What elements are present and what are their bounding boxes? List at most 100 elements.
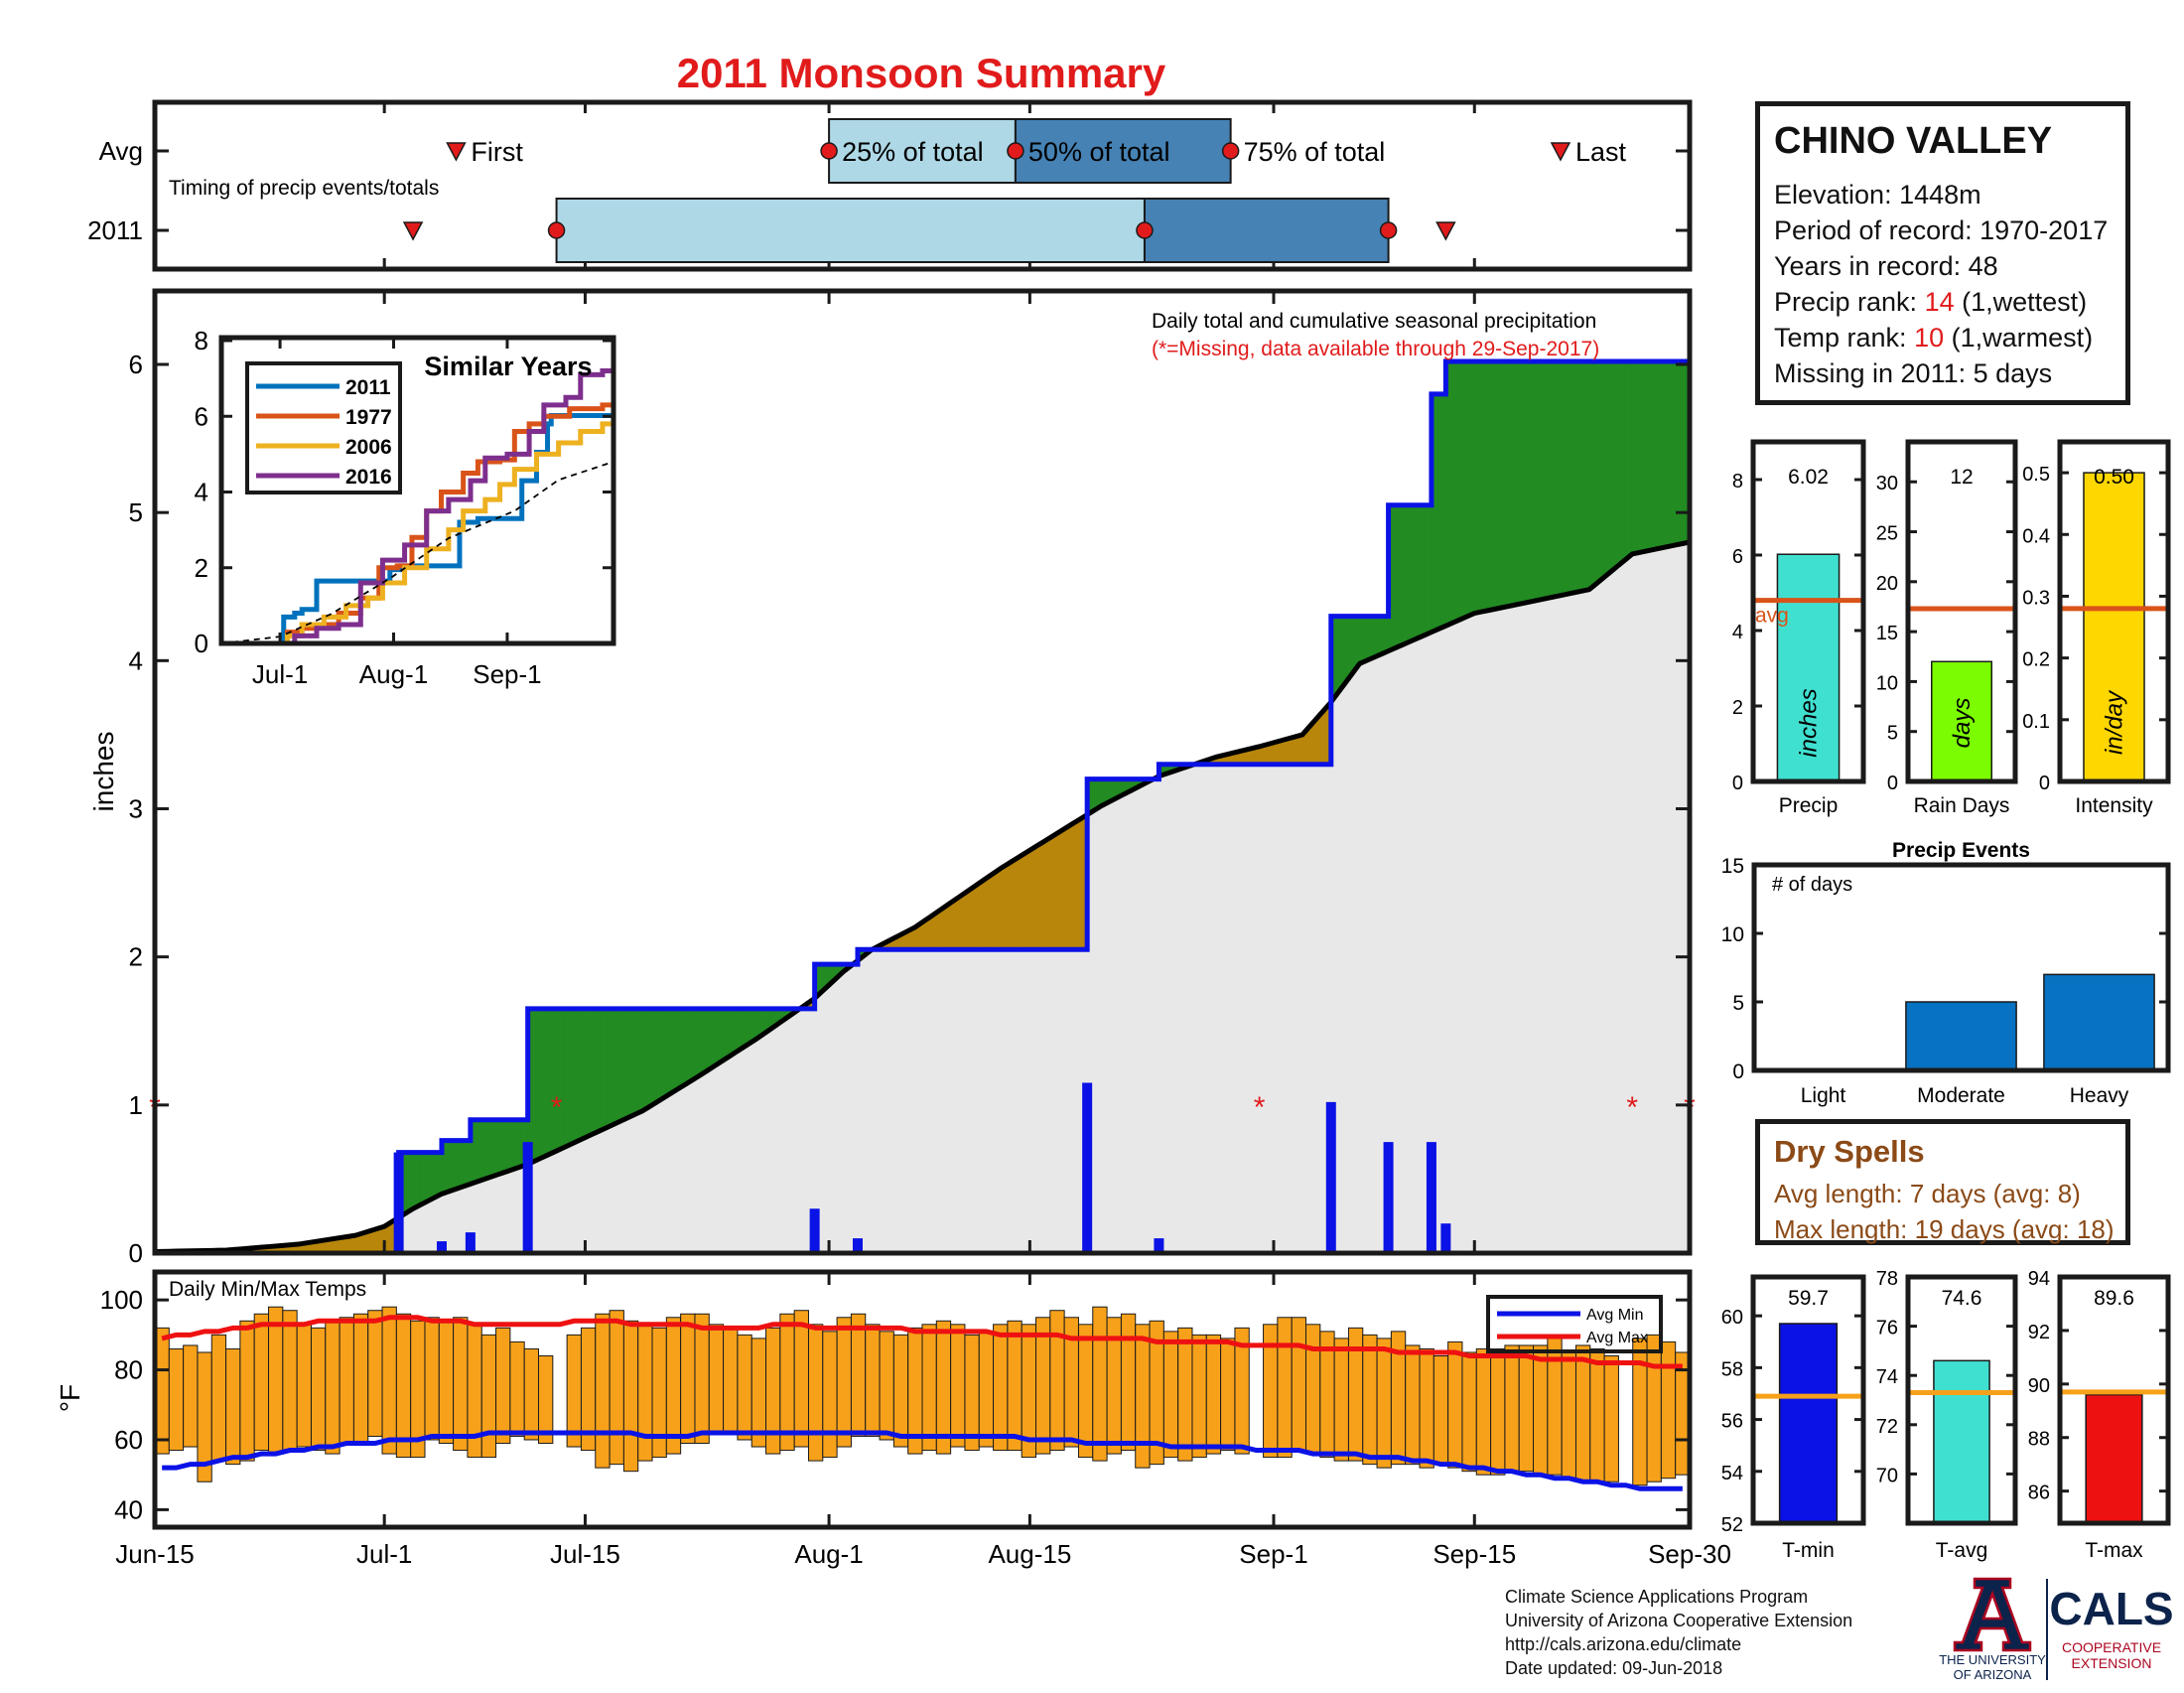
timing-row-label-avg: Avg	[99, 136, 143, 166]
timing-panel: Avg 2011 Timing of precip events/totals Fir…	[87, 99, 1693, 272]
tavg-ytick-label: 76	[1876, 1318, 1898, 1340]
daily-temp-bar	[495, 1327, 511, 1445]
xtick-label: Sep-30	[1648, 1539, 1731, 1569]
tmin-frame	[1750, 1274, 1866, 1526]
tmin-ytick-label: 56	[1721, 1411, 1743, 1433]
daily-temp-bar	[183, 1344, 199, 1448]
intensity-ytick-label: 0	[2039, 773, 2050, 794]
main-ytick-label: 5	[129, 497, 143, 527]
above-average-area	[1395, 504, 1404, 648]
temp-rank-note: (1,warmest)	[1944, 323, 2094, 353]
daily-temp-bar	[225, 1347, 241, 1466]
daily-temp-bar	[836, 1317, 852, 1448]
above-average-area	[599, 1008, 608, 1132]
average-cumulative-line	[155, 539, 1690, 1253]
daily-temp-bar	[523, 1347, 539, 1441]
above-average-area	[1366, 616, 1375, 661]
below-average-area	[993, 867, 1002, 950]
tmin-value-label: 59.7	[1788, 1287, 1829, 1310]
season-totals-panels: 0 2 4 6 8 6.02 Precip inches avg 0 5 10 15 20 25 30 12 Ra…	[1732, 439, 2171, 817]
above-average-area	[1639, 360, 1647, 553]
above-average-area	[491, 1119, 500, 1178]
above-average-area	[534, 1008, 543, 1162]
daily-temp-bar	[1574, 1344, 1591, 1482]
footer-line-url[interactable]: http://cals.arizona.edu/climate	[1505, 1634, 1742, 1654]
timing-avg-marker-p75	[1221, 142, 1240, 160]
ua-a-logo-icon	[1953, 1577, 2032, 1652]
daily-temp-bar	[253, 1313, 270, 1452]
daily-precip-bar	[1426, 1142, 1436, 1253]
inset-legend-label-2006: 2006	[345, 436, 392, 459]
tmax-label: T-max	[2085, 1539, 2143, 1562]
precip-ytick-label: 2	[1732, 697, 1743, 719]
intensity-unit-label: in/day	[2102, 689, 2128, 755]
below-average-area	[1050, 831, 1059, 950]
daily-temp-bar	[622, 1320, 639, 1473]
cumulative-2011-line	[155, 358, 1690, 1253]
main-ytick-label: 4	[129, 645, 143, 675]
above-average-area	[663, 1008, 672, 1098]
daily-precip-bar	[465, 1232, 476, 1253]
events-ytick-label: 15	[1721, 855, 1744, 878]
xtick-label: Sep-15	[1433, 1539, 1516, 1569]
inset-ytick-label: 2	[195, 553, 208, 583]
daily-temp-bar	[1362, 1334, 1378, 1466]
inset-ytick-label: 4	[195, 478, 208, 507]
above-average-area	[714, 1008, 723, 1067]
daily-temp-bar	[680, 1313, 696, 1445]
below-average-area	[986, 872, 995, 950]
rain-days-ytick-label: 5	[1887, 723, 1898, 745]
above-average-area	[620, 1008, 629, 1122]
daily-temp-bar	[1305, 1324, 1321, 1455]
above-average-area	[685, 1008, 694, 1085]
above-average-area	[405, 1152, 414, 1214]
temps-ylabel: °F	[55, 1384, 85, 1412]
daily-temp-bar	[339, 1317, 354, 1445]
daily-precip-bar	[852, 1238, 863, 1253]
below-average-area	[1057, 827, 1066, 950]
above-average-area	[1646, 360, 1655, 552]
daily-temp-bar	[538, 1354, 554, 1445]
rain-days-ytick-label: 30	[1876, 473, 1898, 494]
above-average-area	[1675, 360, 1684, 546]
above-average-area	[692, 1008, 701, 1081]
daily-temp-bar	[1589, 1347, 1605, 1482]
timing-caption: Timing of precip events/totals	[169, 177, 439, 200]
timing-label-p75: 75% of total	[1244, 137, 1386, 167]
tavg-ytick-label: 72	[1876, 1416, 1898, 1438]
precip-label: Precip	[1779, 794, 1839, 817]
below-average-area	[972, 882, 981, 950]
daily-temp-bar	[381, 1306, 397, 1455]
above-average-area	[1373, 616, 1382, 658]
inset-legend-label-1977: 1977	[345, 406, 392, 429]
temps-ytick-label: 60	[114, 1425, 143, 1455]
daily-temps-chart: 40 60 80 100 Jun-15 Jul-1 Jul-15 Aug-1 Aug-15 Sep…	[55, 1269, 1731, 1569]
daily-temp-bar	[723, 1327, 739, 1434]
tmax-ytick-label: 90	[2028, 1375, 2050, 1397]
events-ytick-label: 5	[1732, 992, 1744, 1015]
above-average-area	[1553, 360, 1562, 598]
daily-temp-bar	[438, 1320, 455, 1445]
daily-temp-bar	[665, 1317, 682, 1455]
above-average-area	[1546, 360, 1555, 600]
above-average-area	[1459, 360, 1468, 621]
events-ytick-label: 0	[1732, 1060, 1744, 1083]
xtick-label: Aug-1	[794, 1539, 863, 1569]
above-average-area	[721, 1008, 730, 1062]
timing-avg-p50-p75-box	[1014, 118, 1232, 184]
precip-ytick-label: 4	[1732, 622, 1743, 643]
similar-years-inset: 0 2 4 6 8 Jul-1 Aug-1 Sep-1 Similar Years 2011 197…	[195, 326, 616, 689]
daily-temp-bar	[822, 1331, 838, 1459]
main-annotation: Daily total and cumulative seasonal prec…	[1152, 310, 1596, 333]
legend-label-avg-min: Avg Min	[1586, 1307, 1644, 1324]
above-average-area	[649, 1008, 658, 1107]
daily-precip-bar	[522, 1142, 533, 1253]
rain-days-ytick-label: 25	[1876, 523, 1898, 545]
daily-precip-bar	[809, 1208, 820, 1253]
station-elevation: Elevation: 1448m	[1774, 180, 1981, 210]
footer-credits: Climate Science Applications Program Uni…	[1505, 1585, 1852, 1680]
above-average-area	[641, 1008, 650, 1112]
above-average-area	[1517, 360, 1526, 606]
daily-temp-bar	[595, 1313, 611, 1469]
timing-year-marker-last	[1435, 221, 1456, 241]
